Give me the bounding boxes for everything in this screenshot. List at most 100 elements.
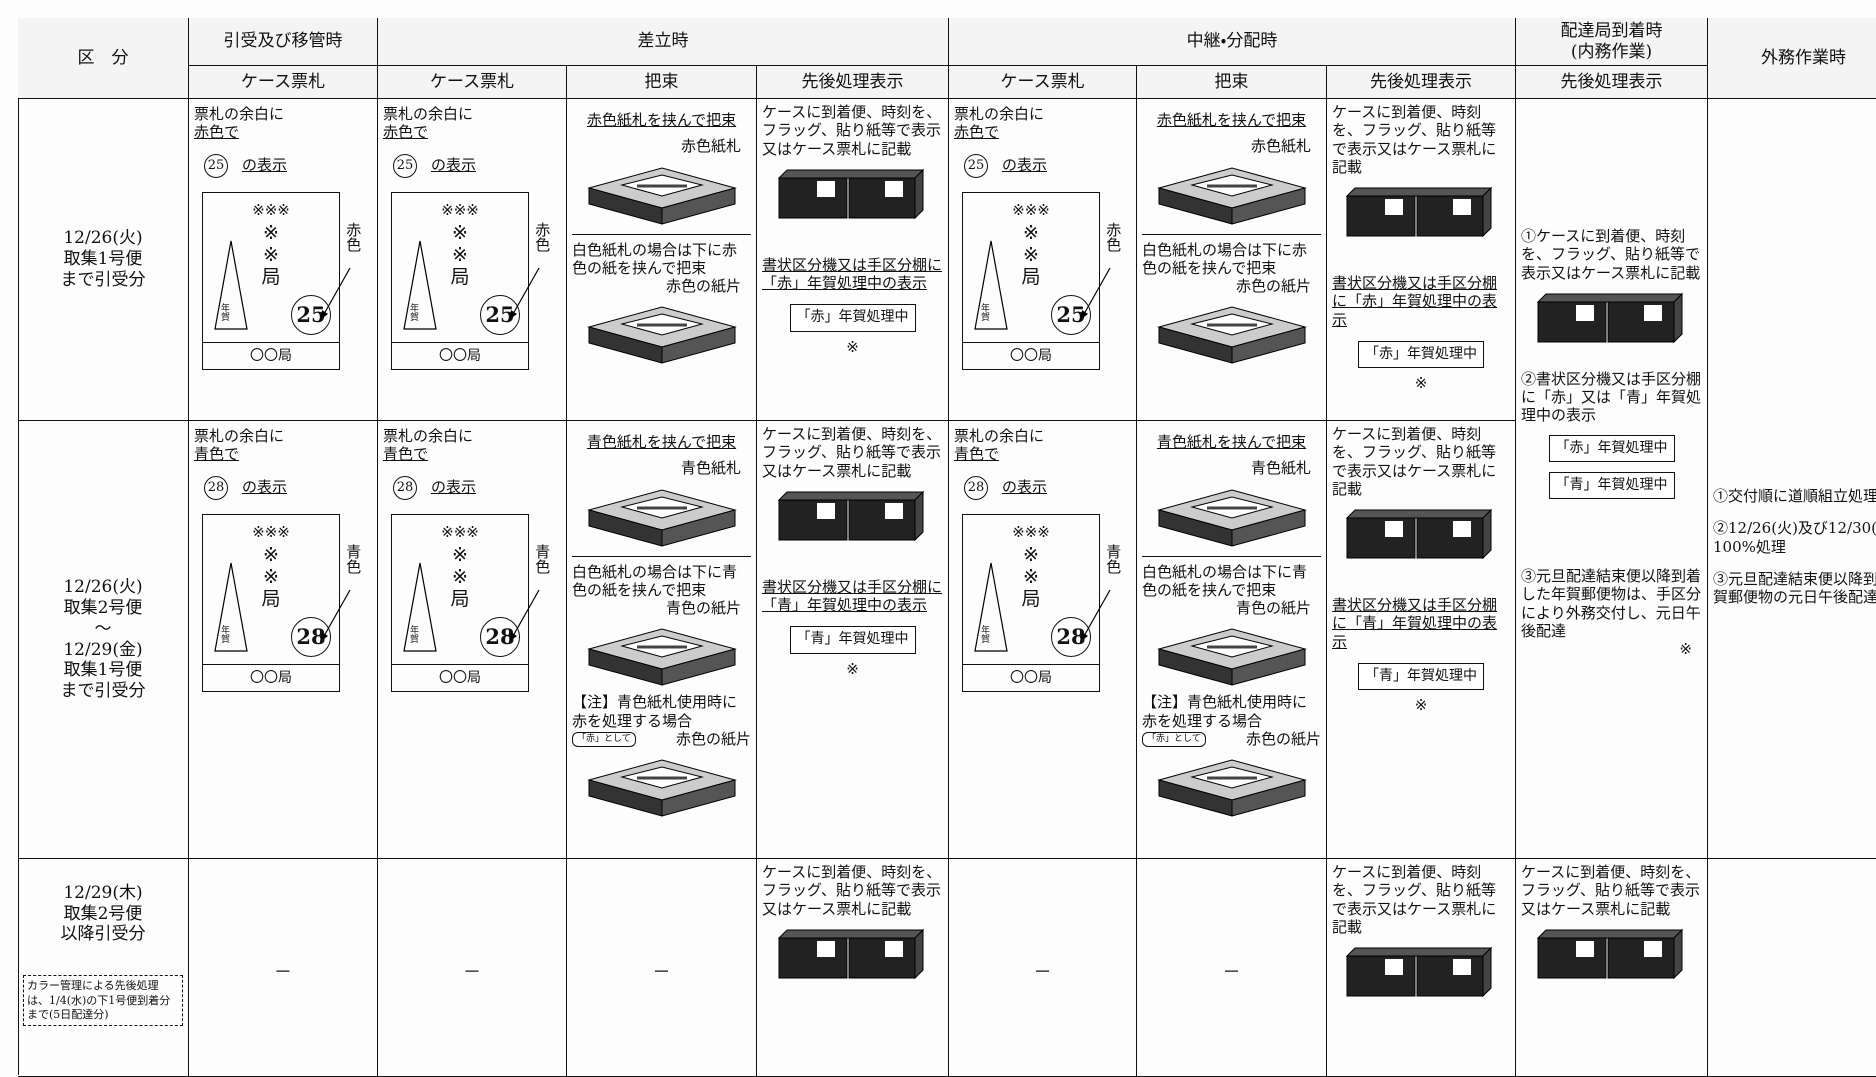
group-header: 外務作業時 bbox=[1761, 47, 1846, 68]
bundle-note: 白色紙札の場合は下に青色の紙を挟んで把束 bbox=[572, 562, 738, 599]
bundle-drawing bbox=[586, 489, 737, 547]
ticket-display: の表示 bbox=[431, 478, 477, 497]
group-header: 引受及び移管時 bbox=[223, 31, 343, 52]
case-boxes bbox=[1536, 928, 1683, 980]
bundle-title: 青色紙札を挟んで把束 bbox=[586, 433, 737, 451]
case-boxes bbox=[777, 490, 924, 542]
ticket-figure: ※※※ 年賀 ※ ※ 局 25 〇〇局 赤色 bbox=[194, 191, 372, 374]
bundle-drawing bbox=[1156, 628, 1307, 687]
section-header-cell: 区 分 bbox=[18, 18, 189, 99]
column-header: 先後処理表示 bbox=[1370, 71, 1472, 92]
bundle-warning: 【注】青色紙札使用時に赤を処理する場合 bbox=[1142, 693, 1308, 730]
ticket-display-row: 25 の表示 bbox=[964, 153, 1131, 178]
ticket-top: ※※※ bbox=[252, 200, 290, 219]
ticket-note: 票札の余白に bbox=[954, 427, 1045, 445]
ticket-display-row: 25 の表示 bbox=[393, 153, 561, 178]
bundle-cell: － bbox=[1137, 859, 1327, 1077]
display-note: 書状区分機又は手区分棚に「赤」年賀処理中の表示 bbox=[762, 255, 943, 293]
group-header-cell: 引受及び移管時 bbox=[189, 18, 378, 66]
column-header-cell: ケース票札 bbox=[378, 66, 567, 99]
ticket-number-small: 28 bbox=[204, 475, 228, 500]
field-cell: ①交付順に道順組立処理 ②12/26(火)及び12/30(土)には戸別組立100%… bbox=[1708, 99, 1876, 859]
ticket-side-label: 赤色 bbox=[1104, 221, 1123, 252]
ticket-cell: 票札の余白に 赤色で 25 の表示 ※※※ 年賀 ※ ※ 局 25 〇〇局 赤色 bbox=[378, 99, 567, 421]
bundle-tag: 赤色紙札 bbox=[680, 137, 741, 156]
ticket-display-row: 25 の表示 bbox=[204, 153, 372, 178]
display-note: 書状区分機又は手区分棚に「赤」年賀処理中の表示 bbox=[1332, 274, 1498, 329]
display-cell: ケースに到着便、時刻を、フラッグ、貼り紙等で表示又はケース票札に記載 書状区分機又… bbox=[1327, 99, 1516, 421]
ticket-office: 〇〇局 bbox=[203, 663, 339, 691]
display-mark: ※ bbox=[846, 659, 859, 678]
bundle-bubble-row: 「赤」として 赤色の紙片 bbox=[1142, 730, 1321, 748]
column-header: 先後処理表示 bbox=[1560, 71, 1663, 92]
display-mark: ※ bbox=[846, 337, 859, 356]
bundle-tag: 青色紙札 bbox=[1250, 459, 1311, 478]
case-boxes bbox=[1345, 508, 1493, 560]
ticket-mid: ※ ※ 局 bbox=[261, 221, 281, 288]
bundle-cell: 赤色紙札を挟んで把束 赤色紙札 白色紙札の場合は下に赤色の紙を挟んで把束 赤色の紙片 bbox=[567, 99, 757, 421]
bundle-note: 白色紙札の場合は下に赤色の紙を挟んで把束 bbox=[572, 240, 738, 277]
bundle-tag2: 赤色の紙片 bbox=[665, 277, 741, 296]
ticket-cell: － bbox=[949, 859, 1137, 1077]
field-cell bbox=[1708, 859, 1876, 1077]
ticket-display: の表示 bbox=[242, 478, 288, 497]
bundle-drawing bbox=[586, 167, 737, 225]
ticket-number-small: 28 bbox=[964, 475, 988, 500]
ticket-side-label: 赤色 bbox=[533, 221, 552, 252]
display-cell: ケースに到着便、時刻を、フラッグ、貼り紙等で表示又はケース票札に記載 bbox=[1327, 859, 1516, 1077]
group-header-cell: 差立時 bbox=[378, 18, 949, 66]
group-header-cell: 外務作業時 bbox=[1708, 18, 1876, 99]
ticket-color: 赤色で bbox=[383, 123, 429, 142]
ticket-triangle bbox=[974, 240, 1008, 330]
ticket-note: 票札の余白に bbox=[194, 427, 285, 445]
bundle-tag: 赤色紙札 bbox=[1250, 137, 1311, 156]
field-text: ①交付順に道順組立処理 bbox=[1713, 487, 1876, 505]
bundle-cell: 青色紙札を挟んで把束 青色紙札 白色紙札の場合は下に青色の紙を挟んで把束 青色の紙片【… bbox=[1137, 421, 1327, 859]
ticket-arrow bbox=[1080, 267, 1111, 320]
bundle-bubble-row: 「赤」として 赤色の紙片 bbox=[572, 730, 751, 748]
row-label-cell: 12/29(木) 取集2号便 以降引受分カラー管理による先後処理は、1/4(水)… bbox=[18, 859, 189, 1077]
row-label-cell: 12/26(火) 取集2号便 ～ 12/29(金) 取集1号便 まで引受分 bbox=[18, 421, 189, 859]
case-boxes bbox=[777, 928, 924, 980]
column-header-cell: 先後処理表示 bbox=[1516, 66, 1708, 99]
ticket-triangle bbox=[214, 240, 248, 330]
group-header: 配達局到着時 (内務作業) bbox=[1560, 20, 1663, 62]
arrival-sign: 「赤」年賀処理中 bbox=[1548, 434, 1675, 462]
display-cell: ケースに到着便、時刻を、フラッグ、貼り紙等で表示又はケース票札に記載 書状区分機又… bbox=[1327, 421, 1516, 859]
bundle-warning: 【注】青色紙札使用時に赤を処理する場合 bbox=[572, 693, 738, 730]
ticket-nenga: 年賀 bbox=[221, 625, 231, 645]
ticket-note: 票札の余白に bbox=[383, 105, 474, 123]
bundle-drawing bbox=[1156, 167, 1307, 225]
ticket-cell: 票札の余白に 赤色で 25 の表示 ※※※ 年賀 ※ ※ 局 25 〇〇局 赤色 bbox=[949, 99, 1137, 421]
row-label: 12/26(火) 取集2号便 ～ 12/29(金) 取集1号便 まで引受分 bbox=[60, 577, 146, 701]
ticket-nenga: 年賀 bbox=[981, 303, 991, 323]
ticket-arrow bbox=[320, 589, 351, 642]
display-cell: ケースに到着便、時刻を、フラッグ、貼り紙等で表示又はケース票札に記載 bbox=[757, 859, 949, 1077]
ticket-arrow bbox=[509, 267, 540, 320]
ticket-office: 〇〇局 bbox=[392, 341, 528, 369]
row-note: カラー管理による先後処理は、1/4(水)の下1号便到着分まで(5日配達分) bbox=[23, 975, 183, 1027]
row-label: 12/29(木) 取集2号便 以降引受分 bbox=[60, 883, 146, 945]
ticket-office: 〇〇局 bbox=[203, 341, 339, 369]
arrival-cell: ケースに到着便、時刻を、フラッグ、貼り紙等で表示又はケース票札に記載 bbox=[1516, 859, 1708, 1077]
bundle-drawing bbox=[586, 306, 737, 365]
ticket-nenga: 年賀 bbox=[221, 303, 231, 323]
display-text: ケースに到着便、時刻を、フラッグ、貼り紙等で表示又はケース票札に記載 bbox=[1332, 425, 1497, 498]
arrival-mark: ※ bbox=[1679, 640, 1692, 659]
ticket-office: 〇〇局 bbox=[963, 663, 1099, 691]
column-header: ケース票札 bbox=[240, 71, 326, 92]
ticket-nenga: 年賀 bbox=[410, 303, 420, 323]
ticket-nenga: 年賀 bbox=[981, 625, 991, 645]
column-header: 先後処理表示 bbox=[801, 71, 904, 92]
ticket-color: 青色で bbox=[194, 445, 240, 464]
ticket-display: の表示 bbox=[242, 156, 288, 175]
column-header-cell: 把束 bbox=[567, 66, 757, 99]
ticket-mid: ※ ※ 局 bbox=[1021, 543, 1041, 610]
display-sign: 「青」年賀処理中 bbox=[1358, 663, 1484, 691]
bundle-note: 白色紙札の場合は下に青色の紙を挟んで把束 bbox=[1142, 562, 1308, 599]
ticket-display-row: 28 の表示 bbox=[204, 475, 372, 500]
section-header: 区 分 bbox=[77, 47, 129, 68]
display-text: ケースに到着便、時刻を、フラッグ、貼り紙等で表示又はケース票札に記載 bbox=[1332, 863, 1497, 936]
bundle-divider bbox=[1142, 233, 1321, 235]
ticket-display-row: 28 の表示 bbox=[964, 475, 1131, 500]
